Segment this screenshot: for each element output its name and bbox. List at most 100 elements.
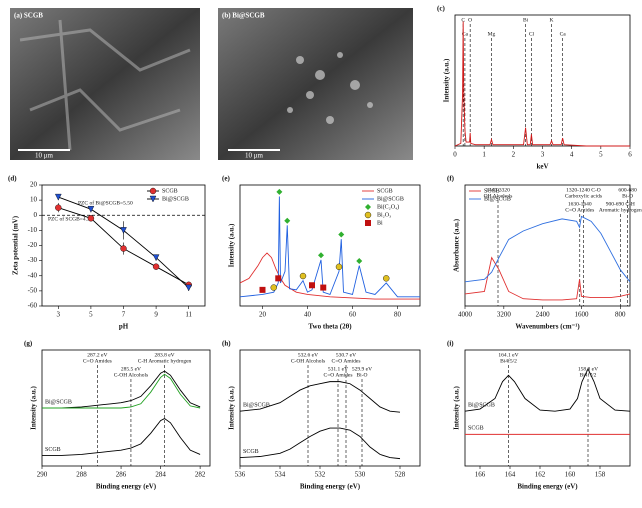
marker — [185, 284, 193, 292]
annotation: C=O Amides — [83, 358, 112, 364]
y-tick-label: -20 — [28, 241, 38, 249]
legend-label: Bi₂O₃ — [377, 212, 391, 218]
x-tick-label: 534 — [275, 471, 286, 479]
marker — [87, 215, 95, 222]
x-tick-label: 5 — [599, 151, 603, 159]
x-tick-label: 536 — [235, 471, 246, 479]
series-line — [464, 215, 631, 283]
marker — [299, 272, 307, 280]
y-tick-label: -10 — [28, 226, 38, 234]
annotation: 529.9 eV — [352, 366, 372, 372]
y-axis-label: Intensity (a.u.) — [228, 385, 236, 429]
x-axis-label: keV — [536, 163, 548, 171]
series-label: Bi@SCGB — [45, 399, 72, 405]
series-line — [42, 418, 201, 456]
marker — [364, 211, 372, 219]
annotation: Mg — [488, 31, 496, 37]
annotation: 287.2 eV — [87, 352, 107, 358]
y-tick-label: -40 — [28, 271, 38, 279]
annotation: Aromatic hydrogen — [599, 207, 642, 213]
series-line — [464, 256, 631, 301]
marker — [320, 284, 327, 291]
annotation: 532.6 eV — [298, 352, 318, 358]
legend-label: SCGB — [484, 188, 500, 194]
annotation: C=O Amides — [332, 358, 361, 364]
scale-bar: 10 μm — [35, 152, 54, 160]
legend-label: Bi@SCGB — [377, 196, 404, 202]
x-tick-label: 4000 — [458, 311, 473, 319]
series-line — [239, 196, 420, 298]
annotation: Bi4f7/2 — [580, 371, 597, 378]
x-tick-label: 532 — [315, 471, 326, 479]
annotation: Bi-O — [622, 193, 633, 199]
marker — [276, 188, 283, 195]
plot-frame — [464, 184, 631, 307]
x-tick-label: 7 — [122, 311, 126, 319]
annotation: Bi — [523, 17, 529, 23]
annotation: C-OH Alcohols — [291, 358, 325, 364]
sem-image-a: (a) SCGB 10 μm — [10, 8, 200, 160]
panel-label: (g) — [24, 340, 33, 348]
series-label: SCGB — [243, 449, 259, 455]
x-tick-label: 20 — [259, 311, 267, 319]
x-axis-label: Binding energy (eV) — [96, 483, 157, 491]
series-line — [464, 367, 631, 412]
plot-frame — [454, 14, 631, 147]
plot-frame — [464, 349, 631, 467]
marker — [309, 282, 315, 289]
x-tick-label: 6 — [628, 151, 632, 159]
marker — [149, 195, 157, 203]
marker — [120, 227, 127, 234]
marker — [55, 204, 62, 211]
x-tick-label: 160 — [565, 471, 576, 479]
legend-label: SCGB — [162, 188, 178, 194]
note: PZC of SCGB=4.35 — [48, 215, 93, 222]
x-tick-label: 158 — [595, 471, 606, 479]
marker — [87, 206, 95, 213]
x-tick-label: 166 — [475, 471, 486, 479]
series-label: SCGB — [45, 447, 61, 453]
annotation: 530.7 eV — [336, 352, 356, 358]
annotation: C-OH Alcohols — [114, 372, 148, 378]
x-tick-label: 290 — [37, 471, 48, 479]
x-axis-label: Binding energy (eV) — [517, 483, 578, 491]
marker — [152, 263, 160, 270]
annotation: 531.1 eV — [328, 366, 348, 372]
annotation: O — [468, 17, 472, 23]
x-tick-label: 4 — [570, 151, 574, 159]
annotation: Ca — [560, 31, 567, 37]
annotation: 3440-3320 — [486, 187, 510, 193]
annotation: K — [550, 17, 554, 23]
legend-label: Bi@SCGB — [484, 196, 511, 202]
y-axis-label: Intensity (a.u.) — [453, 385, 461, 429]
x-tick-label: 40 — [304, 311, 312, 319]
y-tick-label: 20 — [30, 181, 38, 189]
series-label: SCGB — [468, 426, 484, 432]
y-axis-label: Intensity (a.u.) — [228, 223, 236, 267]
scale-bar: 10 μm — [245, 152, 264, 160]
x-tick-label: 11 — [185, 311, 192, 319]
legend-label: SCGB — [377, 188, 393, 194]
marker — [270, 284, 277, 291]
series-line — [239, 252, 420, 300]
x-tick-label: 9 — [154, 311, 158, 319]
x-tick-label: 2400 — [536, 311, 551, 319]
marker — [152, 254, 160, 262]
x-tick-label: 164 — [505, 471, 516, 479]
marker — [120, 245, 127, 252]
y-axis-label: Absorbance (a.u.) — [453, 218, 461, 272]
image-label: (a) SCGB — [14, 12, 43, 20]
series-line — [239, 427, 401, 460]
x-tick-label: 1 — [482, 151, 486, 159]
x-tick-label: 800 — [615, 311, 626, 319]
marker — [383, 275, 390, 282]
x-tick-label: 528 — [395, 471, 406, 479]
series-line — [239, 381, 401, 413]
annotation: 283.8 eV — [154, 352, 174, 358]
annotation: Ca — [462, 31, 469, 37]
marker — [275, 275, 282, 282]
x-axis-label: Binding energy (eV) — [300, 483, 361, 491]
x-tick-label: 80 — [394, 311, 402, 319]
annotation: Cl — [529, 31, 535, 37]
y-tick-label: -30 — [28, 256, 38, 264]
